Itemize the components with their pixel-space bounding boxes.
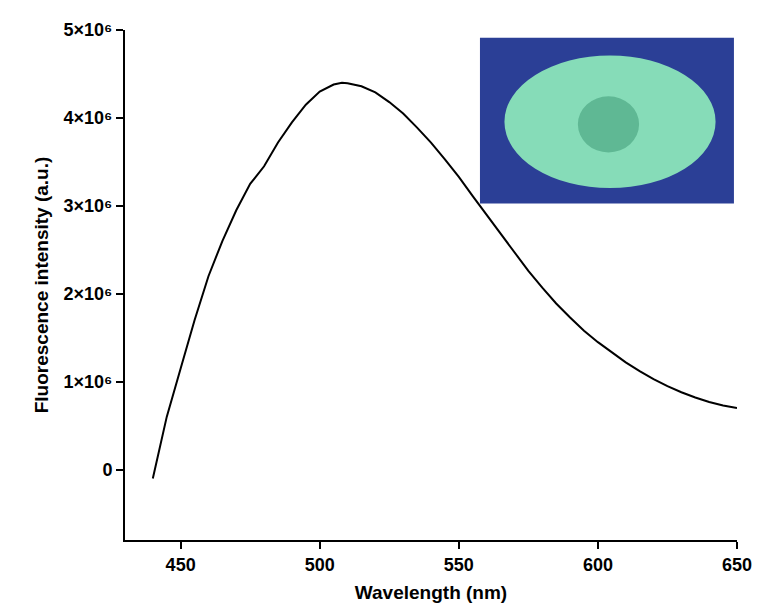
svg-text:Wavelength (nm): Wavelength (nm) xyxy=(355,582,507,603)
svg-text:0: 0 xyxy=(102,460,112,480)
svg-text:5×10⁶: 5×10⁶ xyxy=(64,20,113,40)
svg-text:Fluorescence intensity (a.u.): Fluorescence intensity (a.u.) xyxy=(31,157,52,414)
svg-text:1×10⁶: 1×10⁶ xyxy=(64,372,113,392)
svg-text:3×10⁶: 3×10⁶ xyxy=(64,196,113,216)
svg-text:4×10⁶: 4×10⁶ xyxy=(64,108,113,128)
svg-text:650: 650 xyxy=(722,555,752,575)
svg-text:2×10⁶: 2×10⁶ xyxy=(64,284,113,304)
svg-text:550: 550 xyxy=(444,555,474,575)
svg-text:450: 450 xyxy=(166,555,196,575)
svg-text:500: 500 xyxy=(305,555,335,575)
svg-text:600: 600 xyxy=(583,555,613,575)
